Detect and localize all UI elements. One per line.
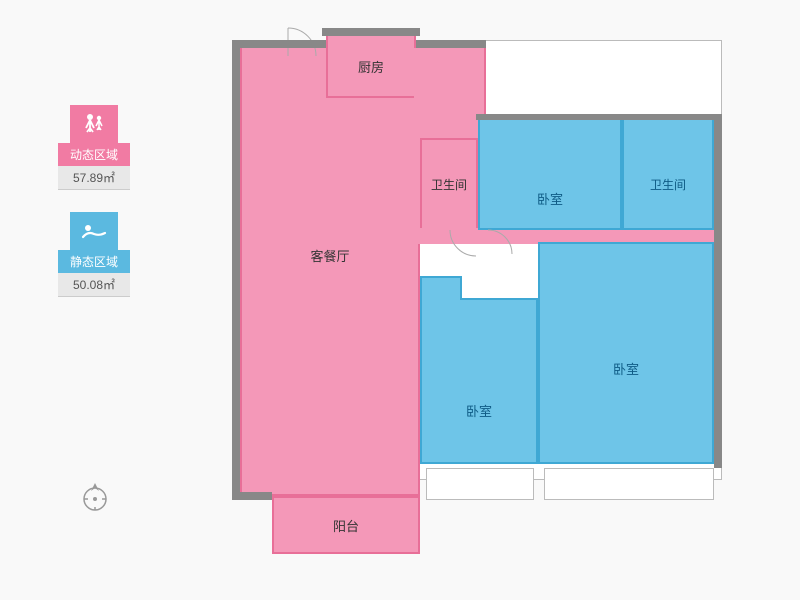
room-bottom-strip xyxy=(240,462,420,496)
legend-static-label: 静态区域 xyxy=(58,250,130,273)
room-bedroom2-notch xyxy=(420,276,462,300)
legend-static: 静态区域 50.08㎡ xyxy=(58,212,130,297)
room-living-label: 客餐厅 xyxy=(310,246,349,265)
balcony-rail-1 xyxy=(426,468,534,500)
room-kitchen: 厨房 xyxy=(326,34,416,98)
room-balcony-label: 阳台 xyxy=(333,516,359,535)
wall-top-right xyxy=(476,114,722,120)
floorplan: 客餐厅 厨房 卫生间 卧室 卫生间 卧室 卧室 阳台 xyxy=(228,18,760,582)
legend-dynamic-label: 动态区域 xyxy=(58,143,130,166)
compass-icon xyxy=(78,480,112,519)
room-bath1-label: 卫生间 xyxy=(431,176,467,193)
dynamic-zone-icon xyxy=(70,105,118,143)
room-bedroom1-label: 卧室 xyxy=(537,189,563,208)
room-balcony: 阳台 xyxy=(272,496,420,554)
wall-right xyxy=(714,114,722,468)
balcony-rail-2 xyxy=(544,468,714,500)
room-bath2: 卫生间 xyxy=(622,118,714,230)
wall-top3 xyxy=(416,40,486,48)
room-bedroom1: 卧室 xyxy=(478,118,622,230)
room-living: 客餐厅 xyxy=(240,46,420,464)
wall-top1 xyxy=(232,40,326,48)
wall-left xyxy=(232,40,240,496)
wall-bottom xyxy=(232,492,272,500)
wall-top2 xyxy=(322,28,420,36)
legend-dynamic-value: 57.89㎡ xyxy=(58,166,130,190)
legend-panel: 动态区域 57.89㎡ 静态区域 50.08㎡ xyxy=(58,105,130,319)
room-bedroom3: 卧室 xyxy=(538,242,714,464)
room-bedroom2-label: 卧室 xyxy=(466,401,492,420)
room-bath2-label: 卫生间 xyxy=(650,176,686,193)
legend-dynamic: 动态区域 57.89㎡ xyxy=(58,105,130,190)
static-zone-icon xyxy=(70,212,118,250)
room-bedroom3-label: 卧室 xyxy=(613,359,639,378)
legend-static-value: 50.08㎡ xyxy=(58,273,130,297)
room-bath1: 卫生间 xyxy=(420,138,478,230)
room-kitchen-label: 厨房 xyxy=(358,57,384,76)
room-bedroom2: 卧室 xyxy=(420,298,538,464)
